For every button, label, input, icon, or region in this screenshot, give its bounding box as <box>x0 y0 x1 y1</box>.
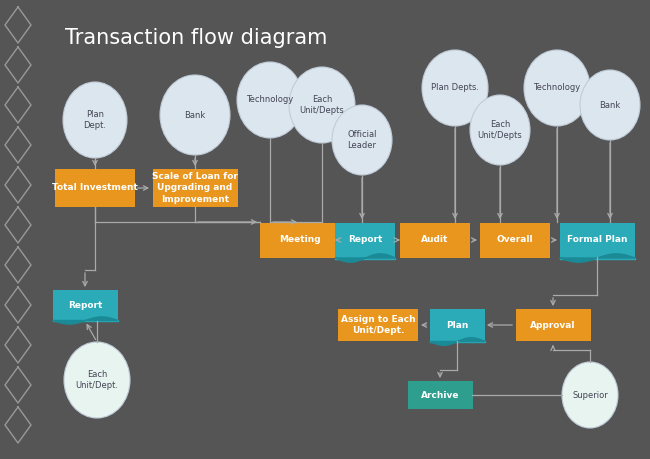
Text: Plan: Plan <box>446 320 468 330</box>
FancyBboxPatch shape <box>53 290 118 320</box>
Text: Transaction flow diagram: Transaction flow diagram <box>65 28 328 48</box>
FancyBboxPatch shape <box>430 309 484 341</box>
Text: Scale of Loan for
Upgrading and
Improvement: Scale of Loan for Upgrading and Improvem… <box>152 173 238 204</box>
Ellipse shape <box>237 62 303 138</box>
Text: Meeting: Meeting <box>280 235 321 245</box>
FancyBboxPatch shape <box>560 223 634 257</box>
Ellipse shape <box>562 362 618 428</box>
Ellipse shape <box>63 82 127 158</box>
FancyBboxPatch shape <box>260 223 340 257</box>
Ellipse shape <box>422 50 488 126</box>
Text: Official
Leader: Official Leader <box>347 130 377 150</box>
Ellipse shape <box>289 67 355 143</box>
Ellipse shape <box>524 50 590 126</box>
FancyBboxPatch shape <box>515 309 590 341</box>
Ellipse shape <box>160 75 230 155</box>
FancyBboxPatch shape <box>408 381 473 409</box>
Text: Bank: Bank <box>185 111 205 119</box>
Text: Total Investment: Total Investment <box>52 184 138 192</box>
Text: Approval: Approval <box>530 320 576 330</box>
FancyBboxPatch shape <box>480 223 550 257</box>
FancyBboxPatch shape <box>338 309 418 341</box>
FancyBboxPatch shape <box>400 223 470 257</box>
Text: Report: Report <box>348 235 382 245</box>
Text: Formal Plan: Formal Plan <box>567 235 627 245</box>
FancyBboxPatch shape <box>335 223 395 257</box>
Text: Plan Depts.: Plan Depts. <box>431 84 479 93</box>
Ellipse shape <box>64 342 130 418</box>
FancyBboxPatch shape <box>153 169 237 207</box>
Text: Superior: Superior <box>572 391 608 399</box>
Text: Each
Unit/Dept.: Each Unit/Dept. <box>75 370 118 390</box>
Ellipse shape <box>580 70 640 140</box>
Text: Each
Unit/Depts: Each Unit/Depts <box>478 120 523 140</box>
Text: Technology: Technology <box>246 95 294 105</box>
FancyBboxPatch shape <box>55 169 135 207</box>
Text: Audit: Audit <box>421 235 448 245</box>
Text: Each
Unit/Depts: Each Unit/Depts <box>300 95 345 115</box>
Text: Report: Report <box>68 301 102 309</box>
Text: Archive: Archive <box>421 391 460 399</box>
Ellipse shape <box>332 105 392 175</box>
Text: Technology: Technology <box>534 84 580 93</box>
Text: Assign to Each
Unit/Dept.: Assign to Each Unit/Dept. <box>341 315 415 335</box>
Text: Overall: Overall <box>497 235 533 245</box>
Text: Bank: Bank <box>599 101 621 110</box>
Ellipse shape <box>470 95 530 165</box>
Text: Plan
Dept.: Plan Dept. <box>83 110 107 130</box>
